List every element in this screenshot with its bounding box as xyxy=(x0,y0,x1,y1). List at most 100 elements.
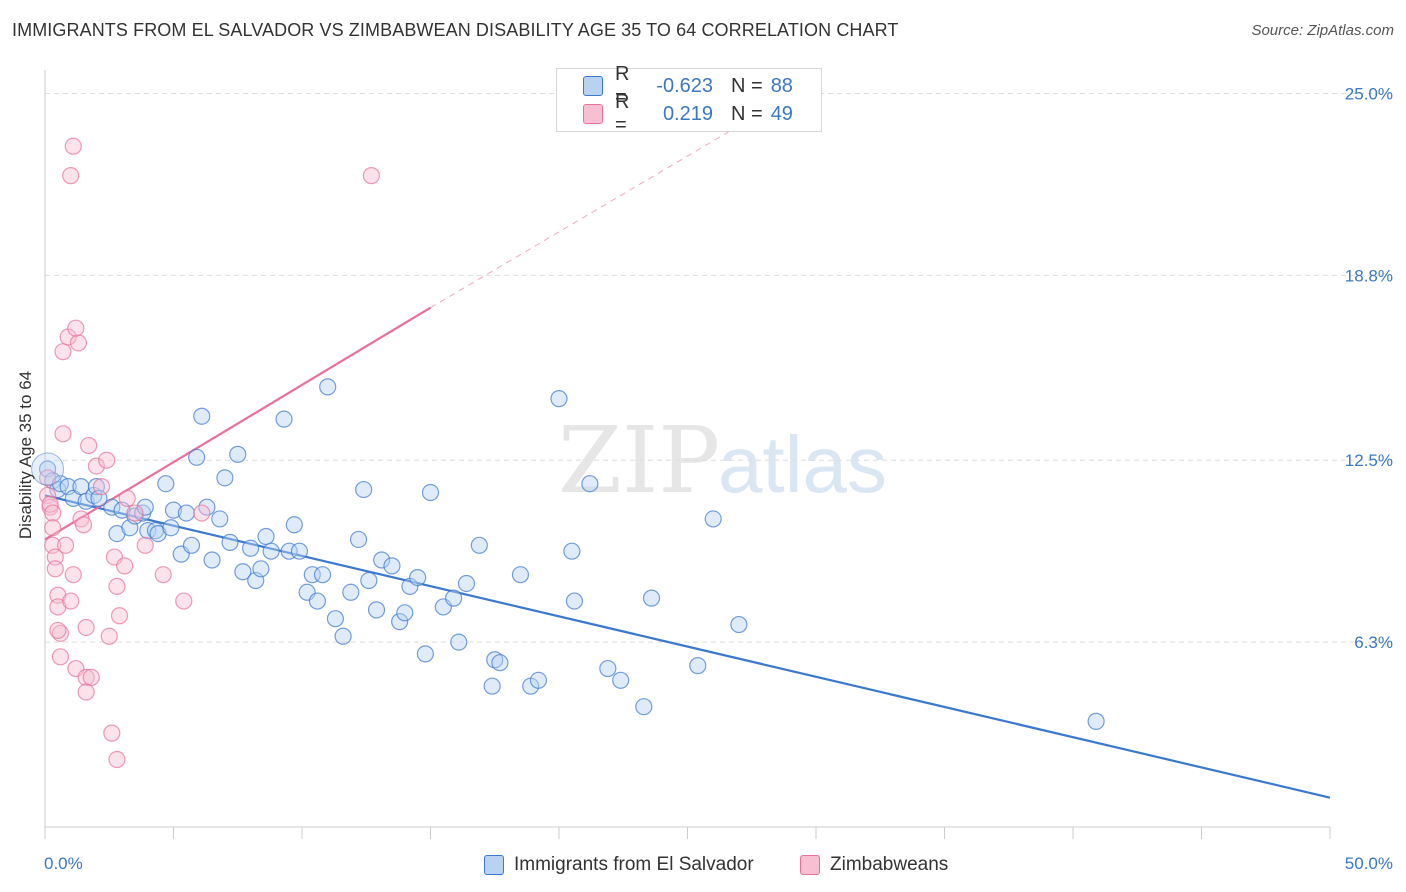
trend-line-zimbabweans-extension xyxy=(430,125,740,309)
point-el-salvador-large xyxy=(31,452,65,486)
point-el-salvador xyxy=(275,410,293,428)
point-zimbabweans xyxy=(44,504,62,522)
point-zimbabweans xyxy=(77,683,95,701)
y-tick-label: 25.0% xyxy=(1345,84,1393,103)
point-el-salvador xyxy=(396,604,414,622)
r-label: R = xyxy=(615,63,630,108)
point-zimbabweans xyxy=(100,627,118,645)
point-el-salvador xyxy=(221,533,239,551)
point-el-salvador xyxy=(486,651,504,669)
point-zimbabweans xyxy=(62,167,80,185)
point-zimbabweans xyxy=(82,668,100,686)
point-el-salvador xyxy=(257,527,275,546)
point-el-salvador xyxy=(416,645,434,663)
point-zimbabweans xyxy=(77,618,95,637)
point-el-salvador xyxy=(421,483,440,502)
r-value: -0.623 xyxy=(656,74,713,97)
point-zimbabweans xyxy=(193,504,211,522)
r-label: R = xyxy=(615,91,630,136)
point-el-salvador xyxy=(313,566,332,584)
legend-swatch-blue xyxy=(583,76,603,96)
point-el-salvador xyxy=(563,542,581,560)
legend-item-el-salvador: Immigrants from El Salvador xyxy=(484,852,754,878)
point-el-salvador xyxy=(103,498,121,516)
point-el-salvador xyxy=(334,627,352,645)
x-tick-label-min: 0.0% xyxy=(44,854,83,873)
point-zimbabweans xyxy=(46,548,64,566)
point-zimbabweans xyxy=(54,343,72,361)
gridlines xyxy=(45,92,1395,643)
point-zimbabweans xyxy=(64,566,82,584)
legend-row-zimbabweans: R = 0.219 N = 49 xyxy=(583,91,793,136)
point-el-salvador xyxy=(360,571,378,590)
chart-title: IMMIGRANTS FROM EL SALVADOR VS ZIMBABWEA… xyxy=(12,20,899,40)
point-el-salvador xyxy=(182,536,201,554)
point-el-salvador xyxy=(1087,712,1105,730)
point-el-salvador xyxy=(162,519,180,537)
point-el-salvador xyxy=(211,510,229,528)
point-zimbabweans xyxy=(80,436,98,455)
point-zimbabweans xyxy=(103,724,121,742)
point-el-salvador xyxy=(367,601,386,619)
data-points xyxy=(31,137,1105,769)
point-el-salvador xyxy=(177,504,195,522)
legend-swatch-pink xyxy=(583,104,603,124)
point-zimbabweans xyxy=(110,607,129,625)
point-el-salvador xyxy=(565,592,584,610)
point-zimbabweans xyxy=(108,750,126,769)
point-el-salvador xyxy=(193,407,211,425)
point-el-salvador xyxy=(730,615,748,634)
point-el-salvador xyxy=(164,501,183,519)
y-tick-label: 12.5% xyxy=(1345,451,1393,470)
point-el-salvador xyxy=(262,542,280,560)
point-zimbabweans xyxy=(92,478,111,496)
point-zimbabweans xyxy=(62,592,80,610)
x-tick-label-max: 50.0% xyxy=(1345,854,1393,873)
tick-labels: 6.3% 12.5% 18.8% 25.0% 0.0% 50.0% xyxy=(44,84,1393,873)
axes xyxy=(44,70,1331,839)
point-el-salvador xyxy=(285,516,303,534)
point-zimbabweans xyxy=(116,557,134,575)
point-el-salvador xyxy=(373,551,391,569)
point-el-salvador xyxy=(689,657,707,675)
point-el-salvador xyxy=(349,530,368,549)
point-zimbabweans xyxy=(126,504,144,522)
point-zimbabweans xyxy=(108,577,126,596)
point-el-salvador xyxy=(612,671,630,689)
point-el-salvador xyxy=(326,610,345,628)
point-el-salvador xyxy=(642,589,661,607)
point-el-salvador xyxy=(136,498,154,516)
point-el-salvador xyxy=(216,469,234,487)
n-value: 88 xyxy=(770,74,793,97)
point-el-salvador xyxy=(290,542,309,560)
watermark-atlas: atlas xyxy=(718,420,887,509)
point-zimbabweans xyxy=(154,566,172,584)
trend-line-el-salvador xyxy=(44,494,1331,799)
point-el-salvador xyxy=(457,574,476,593)
point-zimbabweans xyxy=(69,334,88,352)
point-zimbabweans xyxy=(87,457,106,475)
point-zimbabweans xyxy=(118,489,136,507)
point-el-salvador xyxy=(483,677,501,695)
legend-label-zimbabweans: Zimbabweans xyxy=(830,854,949,875)
point-el-salvador xyxy=(704,510,722,528)
point-el-salvador xyxy=(355,480,373,499)
legend-label-el-salvador: Immigrants from El Salvador xyxy=(514,854,754,875)
point-el-salvador xyxy=(234,563,252,581)
point-zimbabweans xyxy=(54,425,72,443)
point-el-salvador xyxy=(252,560,270,578)
n-label: N = xyxy=(731,74,763,97)
point-zimbabweans xyxy=(44,519,62,537)
point-el-salvador xyxy=(203,551,221,569)
y-axis-label: Disability Age 35 to 64 xyxy=(16,370,35,540)
point-el-salvador xyxy=(409,569,427,587)
point-el-salvador xyxy=(599,659,617,678)
legend-swatch-blue xyxy=(484,855,504,875)
point-el-salvador xyxy=(342,583,360,601)
trend-lines xyxy=(44,125,1331,799)
legend-swatch-pink xyxy=(800,855,820,875)
n-label: N = xyxy=(731,102,763,125)
point-el-salvador xyxy=(242,539,260,557)
trend-line-zimbabweans xyxy=(44,306,432,541)
point-el-salvador xyxy=(308,592,327,610)
